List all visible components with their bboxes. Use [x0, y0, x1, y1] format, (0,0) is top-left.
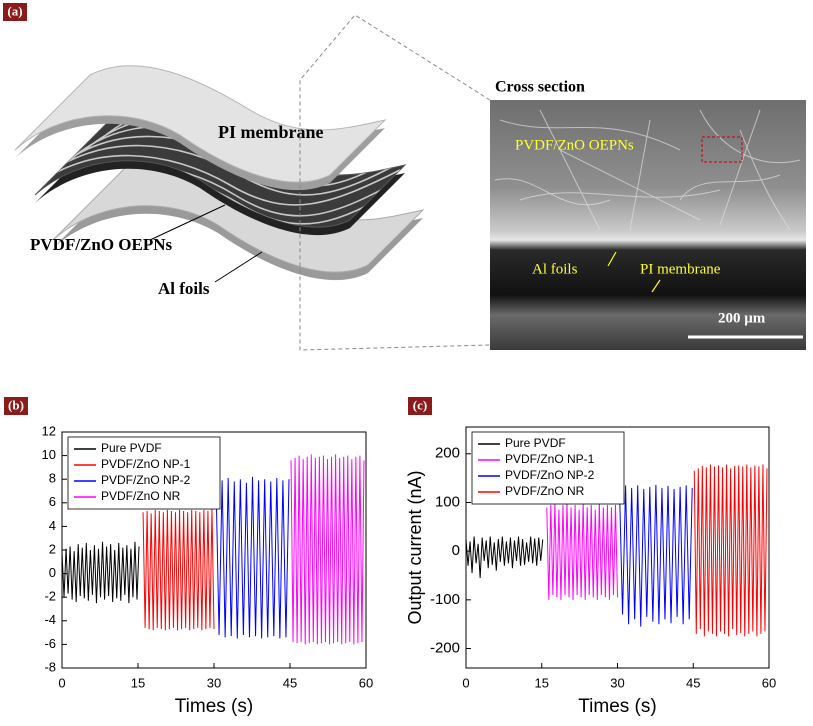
panel-label: (a): [7, 3, 22, 18]
data-line: [290, 454, 365, 645]
x-tick-label: 15: [535, 675, 549, 690]
y-tick-label: 2: [49, 541, 56, 556]
x-tick-label: 15: [131, 675, 145, 690]
y-tick-label: 0: [452, 542, 460, 559]
x-tick-label: 30: [610, 675, 624, 690]
panel-label-box: [408, 397, 432, 415]
schematic-label: Al foils: [158, 279, 210, 298]
y-tick-label: -2: [44, 589, 56, 604]
data-line: [465, 536, 544, 578]
legend-label: Pure PVDF: [101, 441, 162, 455]
legend-label: PVDF/ZnO NR: [101, 489, 181, 503]
x-axis-label: Times (s): [175, 696, 253, 717]
x-tick-label: 60: [762, 675, 776, 690]
x-tick-label: 0: [462, 675, 469, 690]
panel-label-box: [4, 397, 28, 415]
x-tick-label: 60: [359, 675, 373, 690]
x-tick-label: 30: [207, 675, 221, 690]
zoom-outline: [299, 14, 491, 351]
data-line: [546, 502, 618, 600]
y-tick-label: 6: [49, 494, 56, 509]
legend-label: PVDF/ZnO NP-1: [505, 452, 595, 466]
legend-label: PVDF/ZnO NP-2: [505, 468, 595, 482]
sem-label: Al foils: [532, 261, 578, 277]
x-tick-label: 45: [686, 675, 700, 690]
y-axis-label: Output current (nA): [405, 470, 425, 624]
data-line: [61, 541, 140, 604]
legend-label: PVDF/ZnO NR: [505, 484, 585, 498]
y-tick-label: 10: [42, 447, 56, 462]
y-tick-label: -6: [44, 636, 56, 651]
sem-image: [490, 100, 806, 350]
x-tick-label: 45: [283, 675, 297, 690]
panel-label: (c): [413, 397, 427, 412]
y-tick-label: 8: [49, 471, 56, 486]
data-line: [619, 484, 693, 627]
data-line: [693, 464, 768, 637]
sem-title: Cross section: [495, 79, 585, 96]
y-tick-label: -100: [430, 591, 460, 608]
y-tick-label: 12: [42, 423, 56, 438]
legend-label: PVDF/ZnO NP-1: [101, 457, 191, 471]
sem-label: PVDF/ZnO OEPNs: [515, 137, 634, 153]
scale-bar-label: 200 μm: [718, 310, 766, 326]
y-tick-label: 4: [49, 518, 56, 533]
panel-label-box: [3, 3, 27, 21]
y-tick-label: -8: [44, 659, 56, 674]
data-line: [215, 476, 290, 639]
y-tick-label: 200: [435, 445, 460, 462]
data-line: [142, 508, 215, 631]
legend-label: PVDF/ZnO NP-2: [101, 473, 191, 487]
schematic-label: PVDF/ZnO OEPNs: [30, 235, 173, 254]
y-tick-label: 0: [49, 565, 56, 580]
y-tick-label: 100: [435, 493, 460, 510]
schematic-label: PI membrane: [218, 122, 323, 142]
x-axis-label: Times (s): [578, 696, 656, 717]
y-tick-label: -200: [430, 639, 460, 656]
sem-label: PI membrane: [640, 261, 721, 277]
y-tick-label: -4: [44, 612, 56, 627]
x-tick-label: 0: [58, 675, 65, 690]
legend-label: Pure PVDF: [505, 436, 566, 450]
panel-label: (b): [8, 397, 24, 412]
